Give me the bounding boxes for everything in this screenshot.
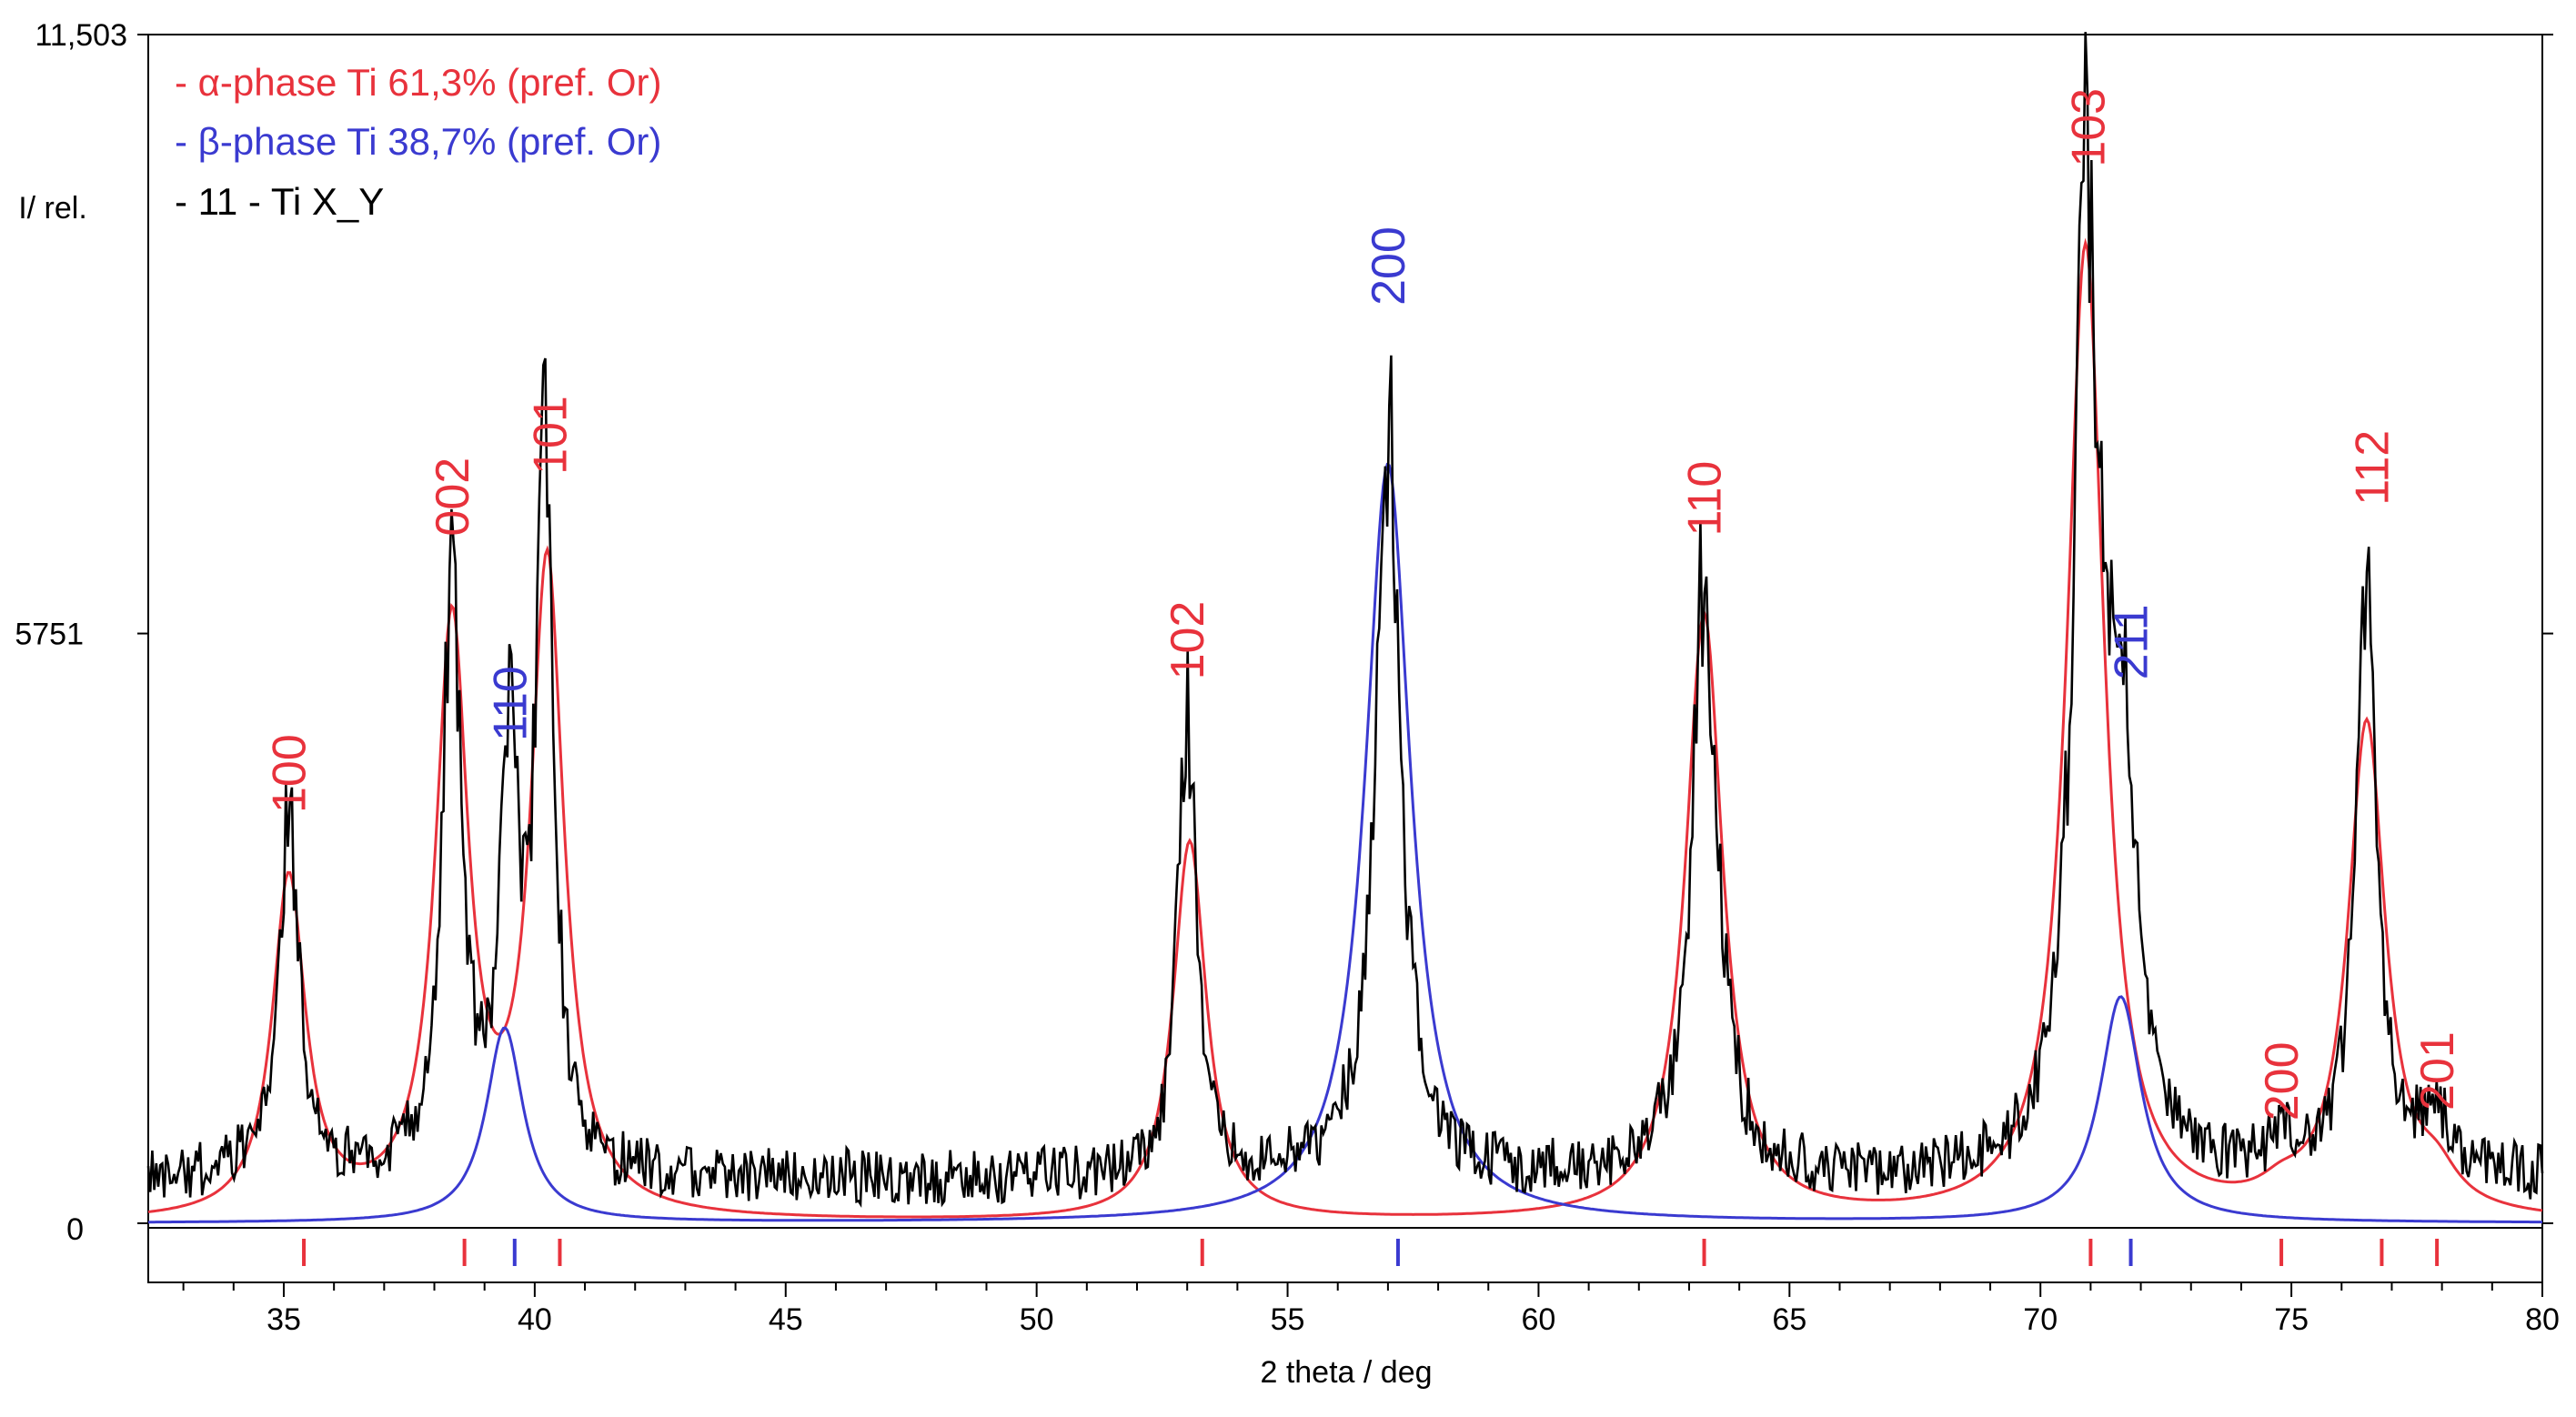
legend-entry-measured: - 11 - Ti X_Y (175, 180, 384, 223)
peak-labels: 100 002 110 101 102 200 110 103 211 200 112 201 (263, 88, 2464, 1121)
peak-label: 211 (2106, 605, 2158, 680)
peak-label: 112 (2346, 430, 2399, 506)
plot-frame (147, 34, 2543, 1283)
peak-label: 002 (427, 457, 479, 537)
reference-ticks (302, 1239, 2440, 1266)
peak-label: 110 (1679, 461, 1732, 537)
legend: - α-phase Ti 61,3% (pref. Or) - β-phase … (175, 61, 661, 223)
x-tick-label: 75 (2274, 1302, 2309, 1337)
y-tick-label: 0 (66, 1212, 84, 1247)
x-tick-label: 45 (769, 1302, 803, 1337)
x-tick-label: 70 (2023, 1302, 2058, 1337)
y-tick-label: 11,503 (35, 18, 127, 53)
measured-curve (146, 32, 2544, 1208)
peak-label: 110 (484, 666, 537, 741)
y-axis-label: I/ rel. (18, 191, 87, 226)
x-tick-label: 35 (267, 1302, 301, 1337)
peak-label: 200 (1363, 226, 1415, 306)
x-axis-label: 2 theta / deg (1260, 1355, 1432, 1390)
peak-label: 102 (1162, 601, 1214, 680)
x-tick-label: 50 (1020, 1302, 1054, 1337)
peak-label: 103 (2063, 88, 2116, 167)
y-tick-label: 5751 (15, 618, 84, 652)
curves (146, 32, 2544, 1224)
peak-label: 100 (263, 734, 316, 813)
peak-label: 101 (524, 396, 577, 475)
x-tick-label: 40 (518, 1302, 552, 1337)
x-tick-label: 65 (1772, 1302, 1806, 1337)
plot-border (147, 34, 2543, 1283)
x-tick-label: 55 (1271, 1302, 1305, 1337)
axes: 35 40 45 50 55 60 65 70 75 80 11,503 5751 0 (15, 18, 2560, 1337)
beta-phase-curve (148, 462, 2542, 1224)
legend-entry-beta: - β-phase Ti 38,7% (pref. Or) (175, 120, 661, 163)
x-tick-label: 60 (1522, 1302, 1556, 1337)
legend-entry-alpha: - α-phase Ti 61,3% (pref. Or) (175, 61, 661, 104)
alpha-phase-curve (147, 237, 2543, 1219)
peak-label: 201 (2411, 1031, 2464, 1110)
x-tick-label: 80 (2525, 1302, 2560, 1337)
peak-label: 200 (2256, 1041, 2309, 1121)
